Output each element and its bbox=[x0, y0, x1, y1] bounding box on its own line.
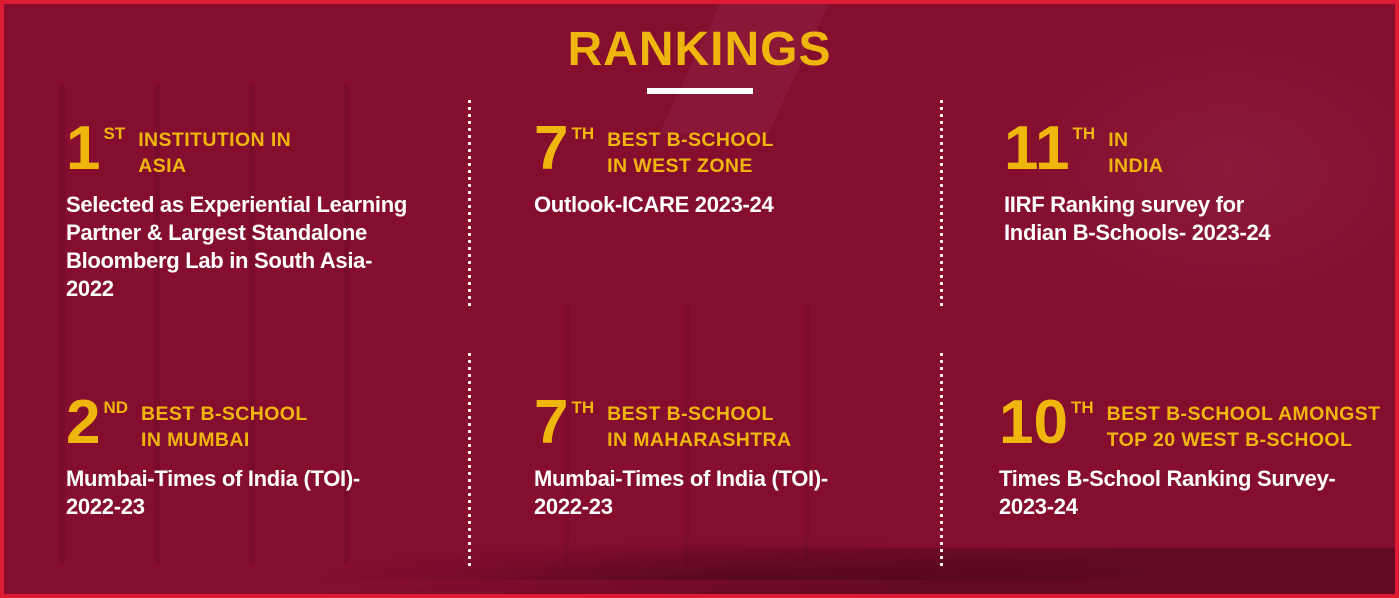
title-underline bbox=[646, 87, 753, 94]
ranking-description: Mumbai-Times of India (TOI)- 2022-23 bbox=[534, 466, 828, 520]
ranking-item: 10 TH BEST B-SCHOOL AMONGST TOP 20 WEST B… bbox=[999, 388, 1395, 521]
ranking-description: Times B-School Ranking Survey- 2023-24 bbox=[999, 466, 1336, 520]
ranking-item: 7 TH BEST B-SCHOOL IN MAHARASHTRA Mumbai-… bbox=[534, 388, 929, 521]
rank-suffix: ST bbox=[103, 124, 126, 143]
header: RANKINGS bbox=[4, 4, 1395, 94]
rank-row: 7 TH BEST B-SCHOOL IN MAHARASHTRA bbox=[534, 388, 929, 457]
rank-suffix: TH bbox=[571, 124, 595, 143]
rank-number: 7 bbox=[534, 114, 569, 183]
column-divider bbox=[940, 100, 943, 310]
ranking-item: 1 ST INSTITUTION IN ASIA Selected as Expe… bbox=[66, 114, 461, 303]
rank-row: 7 TH BEST B-SCHOOL IN WEST ZONE bbox=[534, 114, 919, 183]
ranking-description: IIRF Ranking survey for Indian B-Schools-… bbox=[1004, 192, 1271, 246]
rank-suffix: TH bbox=[571, 398, 595, 417]
column-divider bbox=[468, 100, 471, 308]
rank-number: 10 bbox=[999, 388, 1068, 457]
rank-row: 2 ND BEST B-SCHOOL IN MUMBAI bbox=[66, 388, 461, 457]
rank-row: 11 TH IN INDIA bbox=[1004, 114, 1395, 183]
ranking-heading: BEST B-SCHOOL IN MAHARASHTRA bbox=[607, 403, 792, 451]
background-texture-swoosh bbox=[304, 520, 1204, 580]
column-divider bbox=[940, 353, 943, 566]
rank-number: 2 bbox=[66, 388, 101, 457]
ranking-description: Mumbai-Times of India (TOI)- 2022-23 bbox=[66, 466, 360, 520]
rank-number: 1 bbox=[66, 114, 101, 183]
ranking-heading: BEST B-SCHOOL IN WEST ZONE bbox=[607, 129, 774, 177]
ranking-description: Outlook-ICARE 2023-24 bbox=[534, 192, 774, 218]
ranking-item: 2 ND BEST B-SCHOOL IN MUMBAI Mumbai-Times… bbox=[66, 388, 461, 521]
ranking-description: Selected as Experiential Learning Partner… bbox=[66, 192, 408, 302]
rank-row: 10 TH BEST B-SCHOOL AMONGST TOP 20 WEST B… bbox=[999, 388, 1395, 457]
rank-row: 1 ST INSTITUTION IN ASIA bbox=[66, 114, 461, 183]
ranking-heading: BEST B-SCHOOL AMONGST TOP 20 WEST B-SCHOO… bbox=[1106, 403, 1381, 451]
rank-number: 7 bbox=[534, 388, 569, 457]
rank-number: 11 bbox=[1004, 114, 1070, 183]
column-divider bbox=[468, 353, 471, 566]
ranking-item: 7 TH BEST B-SCHOOL IN WEST ZONE Outlook-I… bbox=[534, 114, 919, 219]
rank-suffix: TH bbox=[1072, 124, 1096, 143]
ranking-heading: INSTITUTION IN ASIA bbox=[138, 129, 292, 177]
page-title: RANKINGS bbox=[567, 23, 832, 76]
rank-suffix: ND bbox=[103, 398, 129, 417]
ranking-heading: BEST B-SCHOOL IN MUMBAI bbox=[141, 403, 308, 451]
ranking-heading: IN INDIA bbox=[1108, 129, 1164, 177]
background-texture-bottom bbox=[4, 548, 1395, 594]
rank-suffix: TH bbox=[1070, 398, 1094, 417]
ranking-item: 11 TH IN INDIA IIRF Ranking survey for Ind… bbox=[1004, 114, 1395, 247]
